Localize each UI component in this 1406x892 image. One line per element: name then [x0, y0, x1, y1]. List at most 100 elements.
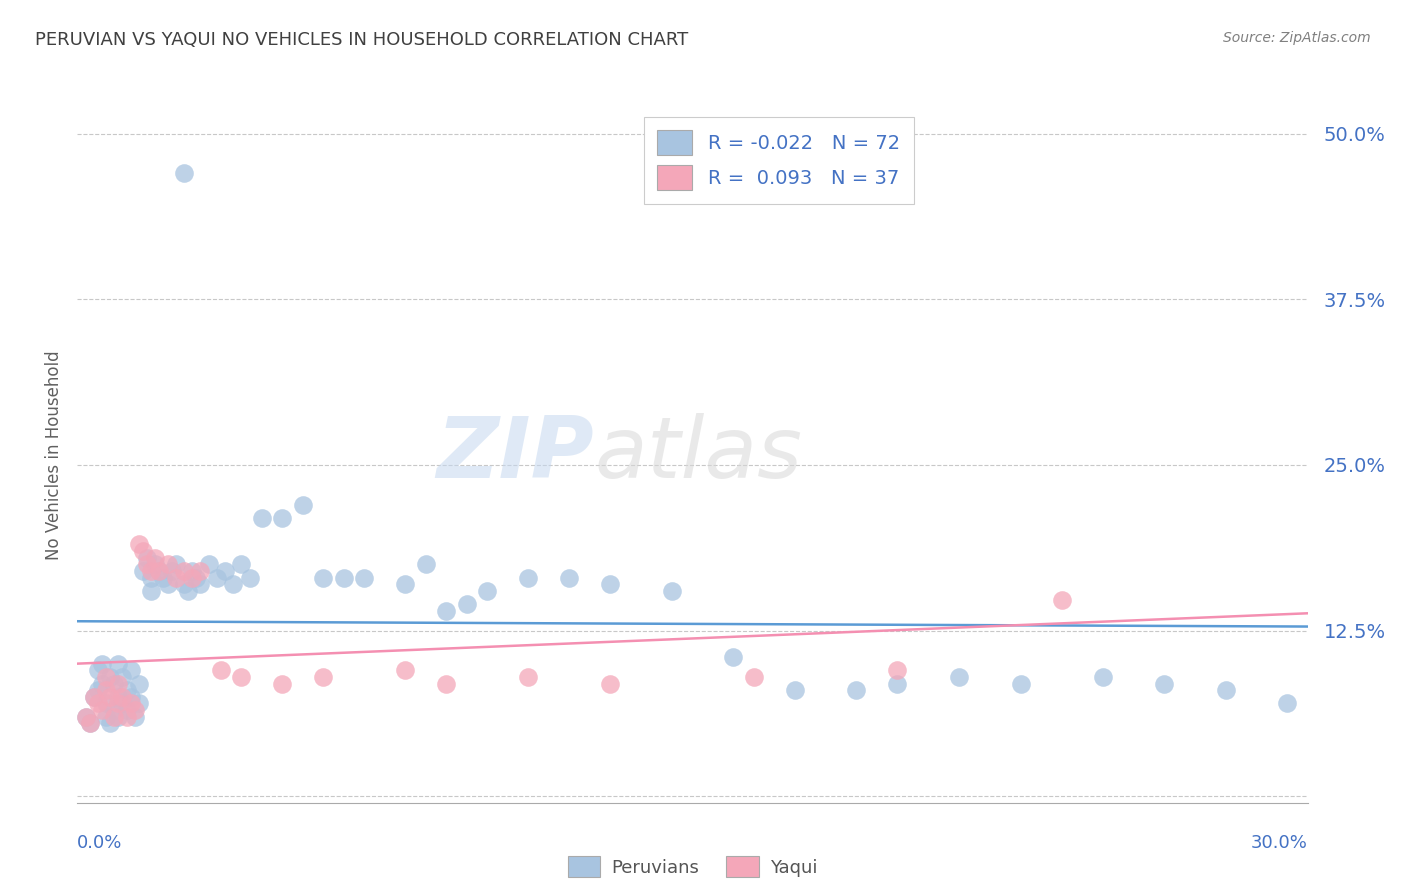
Point — [312, 670, 335, 684]
Point — [173, 577, 195, 591]
Point — [886, 663, 908, 677]
Point — [128, 676, 150, 690]
Point — [136, 550, 159, 565]
Point — [599, 676, 621, 690]
Point — [214, 564, 236, 578]
Text: PERUVIAN VS YAQUI NO VEHICLES IN HOUSEHOLD CORRELATION CHART: PERUVIAN VS YAQUI NO VEHICLES IN HOUSEHO… — [35, 31, 689, 49]
Point — [165, 558, 187, 572]
Point — [75, 709, 97, 723]
Point — [661, 583, 683, 598]
Point — [173, 564, 195, 578]
Point — [181, 564, 204, 578]
Point — [128, 697, 150, 711]
Point — [886, 676, 908, 690]
Point — [271, 676, 294, 690]
Point — [141, 564, 163, 578]
Point — [394, 663, 416, 677]
Point — [143, 558, 166, 572]
Point — [312, 570, 335, 584]
Point — [165, 570, 187, 584]
Point — [103, 676, 125, 690]
Point — [156, 558, 179, 572]
Point — [90, 657, 114, 671]
Point — [136, 558, 159, 572]
Point — [152, 570, 174, 584]
Point — [1153, 676, 1175, 690]
Point — [87, 683, 110, 698]
Point — [333, 570, 356, 584]
Point — [1275, 697, 1298, 711]
Point — [723, 650, 745, 665]
Point — [209, 663, 232, 677]
Point — [845, 683, 868, 698]
Point — [231, 670, 253, 684]
Point — [120, 697, 142, 711]
Point — [115, 709, 138, 723]
Point — [271, 511, 294, 525]
Point — [111, 670, 134, 684]
Point — [415, 558, 437, 572]
Point — [177, 583, 200, 598]
Point — [141, 570, 163, 584]
Point — [132, 564, 155, 578]
Point — [107, 697, 129, 711]
Point — [948, 670, 970, 684]
Point — [111, 690, 134, 704]
Point — [107, 709, 129, 723]
Point — [79, 716, 101, 731]
Point — [205, 570, 228, 584]
Point — [148, 564, 170, 578]
Point — [128, 537, 150, 551]
Point — [98, 716, 121, 731]
Point — [436, 604, 458, 618]
Text: atlas: atlas — [595, 413, 801, 497]
Point — [94, 709, 117, 723]
Point — [107, 676, 129, 690]
Point — [103, 709, 125, 723]
Point — [1215, 683, 1237, 698]
Point — [141, 583, 163, 598]
Point — [291, 498, 314, 512]
Point — [75, 709, 97, 723]
Point — [120, 690, 142, 704]
Point — [353, 570, 375, 584]
Point — [156, 577, 179, 591]
Point — [79, 716, 101, 731]
Point — [94, 670, 117, 684]
Point — [558, 570, 581, 584]
Text: 30.0%: 30.0% — [1251, 834, 1308, 852]
Point — [517, 570, 540, 584]
Point — [124, 703, 146, 717]
Text: Source: ZipAtlas.com: Source: ZipAtlas.com — [1223, 31, 1371, 45]
Point — [83, 690, 105, 704]
Point — [456, 597, 478, 611]
Point — [477, 583, 499, 598]
Point — [394, 577, 416, 591]
Point — [87, 663, 110, 677]
Point — [188, 564, 212, 578]
Point — [1010, 676, 1032, 690]
Point — [181, 570, 204, 584]
Point — [90, 676, 114, 690]
Point — [1091, 670, 1114, 684]
Point — [160, 564, 183, 578]
Text: 0.0%: 0.0% — [77, 834, 122, 852]
Point — [94, 683, 117, 698]
Point — [186, 570, 208, 584]
Point — [90, 703, 114, 717]
Point — [517, 670, 540, 684]
Point — [132, 544, 155, 558]
Point — [148, 564, 170, 578]
Point — [103, 703, 125, 717]
Y-axis label: No Vehicles in Household: No Vehicles in Household — [45, 350, 63, 560]
Point — [111, 697, 134, 711]
Point — [115, 703, 138, 717]
Point — [231, 558, 253, 572]
Point — [98, 690, 121, 704]
Point — [98, 670, 121, 684]
Point — [188, 577, 212, 591]
Point — [239, 570, 262, 584]
Point — [120, 663, 142, 677]
Point — [197, 558, 219, 572]
Point — [115, 683, 138, 698]
